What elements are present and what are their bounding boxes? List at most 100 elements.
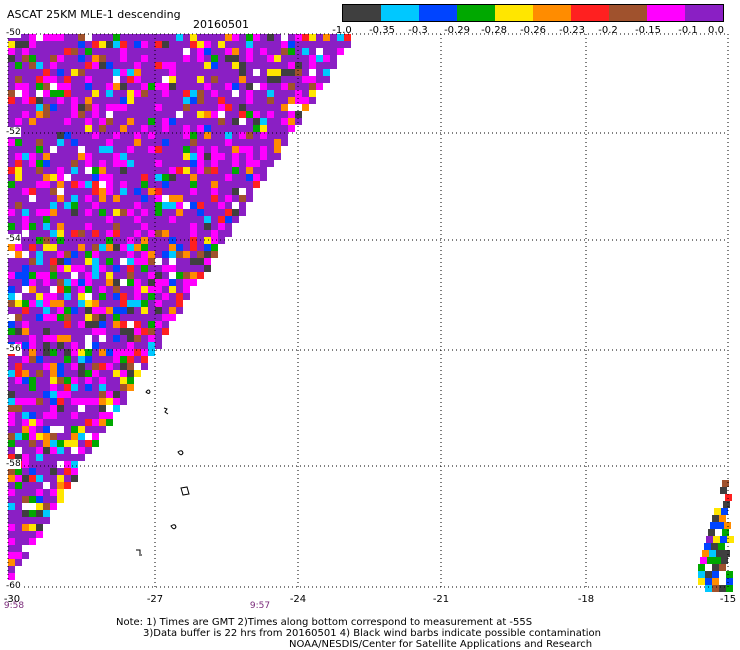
data-cell — [71, 202, 78, 209]
data-cell — [169, 104, 176, 111]
data-cell — [71, 377, 78, 384]
data-cell — [176, 125, 183, 132]
data-cell — [722, 529, 729, 536]
data-cell — [218, 125, 225, 132]
data-cell — [169, 188, 176, 195]
data-cell — [15, 384, 22, 391]
data-cell — [127, 251, 134, 258]
data-cell — [316, 62, 323, 69]
data-cell — [78, 293, 85, 300]
data-cell — [85, 153, 92, 160]
data-cell — [15, 202, 22, 209]
data-cell — [232, 125, 239, 132]
data-cell — [127, 258, 134, 265]
data-cell — [50, 335, 57, 342]
data-cell — [92, 391, 99, 398]
data-cell — [57, 132, 64, 139]
data-cell — [78, 153, 85, 160]
data-cell — [211, 90, 218, 97]
data-cell — [183, 181, 190, 188]
data-cell — [281, 62, 288, 69]
legend-swatch-10 — [685, 5, 723, 21]
data-cell — [22, 111, 29, 118]
data-cell — [50, 244, 57, 251]
data-cell — [71, 216, 78, 223]
data-cell — [99, 244, 106, 251]
lat-label: -60 — [6, 581, 21, 591]
data-cell — [718, 494, 725, 501]
data-cell — [29, 97, 36, 104]
data-cell — [78, 251, 85, 258]
data-cell — [71, 132, 78, 139]
data-cell — [92, 139, 99, 146]
data-cell — [57, 468, 64, 475]
data-cell — [64, 97, 71, 104]
island-outline — [180, 486, 190, 496]
data-cell — [218, 34, 225, 41]
data-cell — [197, 209, 204, 216]
data-cell — [197, 83, 204, 90]
data-cell — [127, 356, 134, 363]
data-cell — [22, 314, 29, 321]
data-cell — [99, 104, 106, 111]
data-cell — [92, 230, 99, 237]
data-cell — [15, 454, 22, 461]
data-cell — [120, 265, 127, 272]
data-cell — [50, 195, 57, 202]
data-cell — [723, 501, 730, 508]
data-cell — [22, 531, 29, 538]
legend-swatch-6 — [533, 5, 571, 21]
data-cell — [183, 48, 190, 55]
data-cell — [716, 501, 723, 508]
data-cell — [253, 34, 260, 41]
data-cell — [120, 188, 127, 195]
data-cell — [36, 503, 43, 510]
data-cell — [22, 356, 29, 363]
data-cell — [15, 188, 22, 195]
data-cell — [218, 223, 225, 230]
data-cell — [36, 258, 43, 265]
data-cell — [8, 272, 15, 279]
data-cell — [246, 132, 253, 139]
data-cell — [8, 412, 15, 419]
data-cell — [134, 202, 141, 209]
data-cell — [141, 293, 148, 300]
data-cell — [260, 153, 267, 160]
data-cell — [155, 335, 162, 342]
data-cell — [71, 405, 78, 412]
data-cell — [162, 83, 169, 90]
data-cell — [92, 426, 99, 433]
data-cell — [29, 300, 36, 307]
legend-swatch-9 — [647, 5, 685, 21]
data-cell — [197, 230, 204, 237]
data-cell — [302, 83, 309, 90]
data-cell — [71, 223, 78, 230]
data-cell — [64, 293, 71, 300]
data-cell — [71, 258, 78, 265]
data-cell — [698, 578, 705, 585]
data-cell — [8, 447, 15, 454]
legend-label: -0.29 — [444, 25, 470, 36]
data-cell — [43, 503, 50, 510]
data-cell — [267, 55, 274, 62]
data-cell — [64, 482, 71, 489]
lon-label: -21 — [432, 594, 450, 605]
data-cell — [78, 279, 85, 286]
data-cell — [78, 216, 85, 223]
data-cell — [288, 83, 295, 90]
data-cell — [717, 522, 724, 529]
data-cell — [127, 209, 134, 216]
data-cell — [29, 195, 36, 202]
data-cell — [64, 356, 71, 363]
data-cell — [218, 90, 225, 97]
data-cell — [99, 412, 106, 419]
data-cell — [99, 132, 106, 139]
data-cell — [29, 433, 36, 440]
data-cell — [15, 83, 22, 90]
data-cell — [106, 132, 113, 139]
data-cell — [169, 55, 176, 62]
data-cell — [8, 146, 15, 153]
data-cell — [22, 545, 29, 552]
data-cell — [155, 111, 162, 118]
data-cell — [176, 118, 183, 125]
